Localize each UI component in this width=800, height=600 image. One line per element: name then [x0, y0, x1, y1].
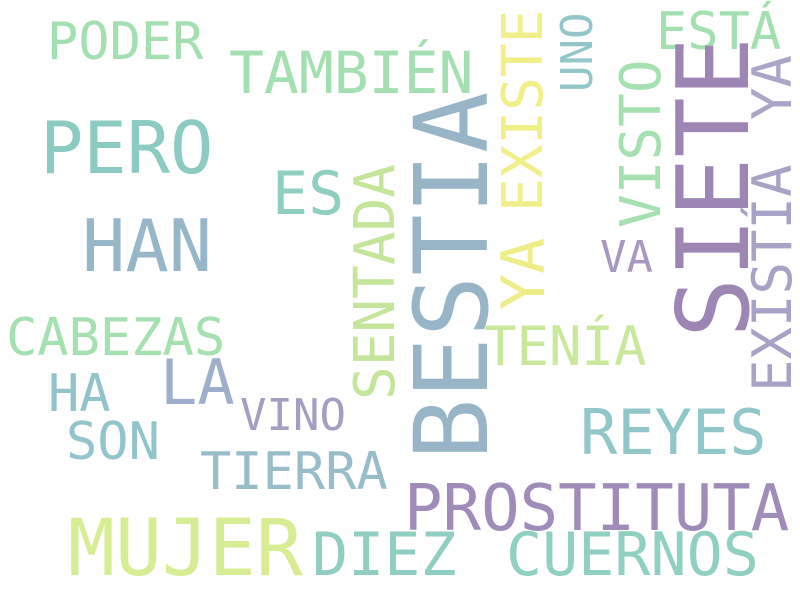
word-son: SON: [66, 412, 160, 472]
word-vino: VINO: [240, 390, 346, 441]
word-tenia: TENÍA: [484, 315, 647, 378]
word-uno: UNO: [552, 12, 603, 92]
word-poder: PODER: [47, 12, 204, 72]
word-existia: EXISTÍA: [741, 164, 800, 392]
word-ya-purple: YA: [741, 54, 800, 120]
word-mujer: MUJER: [68, 504, 303, 594]
word-tambien: TAMBIÉN: [229, 39, 474, 107]
word-ya-yellow: YA: [489, 237, 559, 310]
word-ha: HA: [48, 364, 111, 424]
word-cabezas: CABEZAS: [6, 308, 226, 368]
word-han: HAN: [82, 204, 213, 288]
word-diez: DIEZ: [312, 520, 457, 590]
word-reyes: REYES: [580, 396, 767, 469]
word-cuernos: CUERNOS: [506, 520, 759, 590]
word-sentada: SENTADA: [343, 163, 408, 400]
word-tierra: TIERRA: [200, 442, 388, 502]
word-prostituta: PROSTITUTA: [404, 472, 790, 546]
word-la: LA: [160, 346, 235, 419]
word-existe: EXISTE: [491, 9, 556, 212]
word-va: VA: [600, 232, 653, 283]
word-es: ES: [272, 159, 345, 229]
word-esta: ESTÁ: [656, 2, 782, 62]
word-pero: PERO: [40, 106, 214, 190]
